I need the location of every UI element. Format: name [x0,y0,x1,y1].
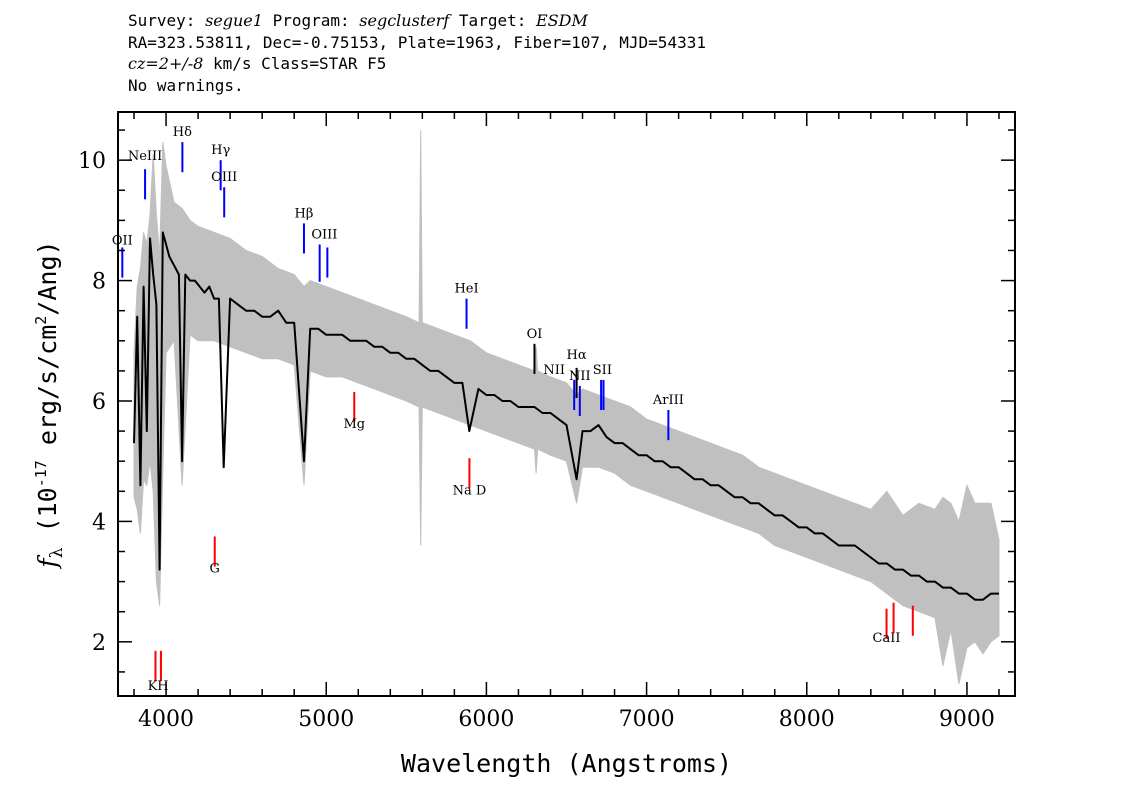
y-tick-label: 10 [78,149,106,174]
x-tick-label: 7000 [619,707,675,732]
annotation-label-k: K [148,679,158,694]
annotation-label-caii: CaII [873,631,901,646]
header-line-coords: RA=323.53811, Dec=-0.75153, Plate=1963, … [128,32,706,52]
x-tick-label: 8000 [779,707,835,732]
plot-frame [117,111,1016,697]
annotation-label-nii: NII [543,363,565,378]
annotation-label-h-: Hα [567,348,587,363]
x-axis-label: Wavelength (Angstroms) [401,749,732,778]
y-tick-label: 6 [92,390,106,415]
plot-area [133,130,1000,685]
y-tick-label: 4 [92,510,106,535]
x-tick-label: 6000 [458,707,514,732]
x-tick-label: 9000 [939,707,995,732]
annotation-label-ariii: ArIII [652,393,684,408]
annotation-label-oiii: OIII [211,170,237,185]
x-tick-label: 4000 [138,707,194,732]
error-band [133,130,1000,685]
y-axis-label: fλ (10-17 erg/s/cm2/Ang) [32,240,67,569]
y-tick-label: 8 [92,270,106,295]
header-line-survey: Survey: segue1 Program: segclusterf Targ… [128,11,588,30]
annotation-label-oi: OI [527,327,543,342]
x-axis-ticks: 4000 5000 6000 7000 8000 9000 [133,112,1000,732]
annotation-label-hei: HeI [454,282,478,297]
annotation-label-sii: SII [593,363,612,378]
y-axis-ticks: 2 4 6 8 10 [78,129,1015,673]
annotation-label-h: H [157,679,168,694]
annotation-label-mg: Mg [343,417,365,432]
annotation-label-h-: Hγ [211,143,230,158]
annotation-label-neiii: NeIII [128,149,162,164]
x-tick-label: 5000 [298,707,354,732]
annotation-label-oiii: OIII [311,227,337,242]
y-tick-label: 2 [92,631,106,656]
annotation-label-h-: Hβ [295,206,314,221]
header-line-warnings: No warnings. [128,75,244,95]
annotation-label-na-d: Na D [453,483,487,498]
annotation-label-h-: Hδ [173,125,192,140]
annotation-label-g: G [210,562,220,577]
header-line-redshift: cz=2+/-8 km/s Class=STAR F5 [128,54,387,73]
flux-line [133,231,999,601]
annotation-label-nii: NII [569,369,591,384]
spectrum-header: Survey: segue1 Program: segclusterf Targ… [128,10,706,96]
annotation-label-oii: OII [112,233,133,248]
